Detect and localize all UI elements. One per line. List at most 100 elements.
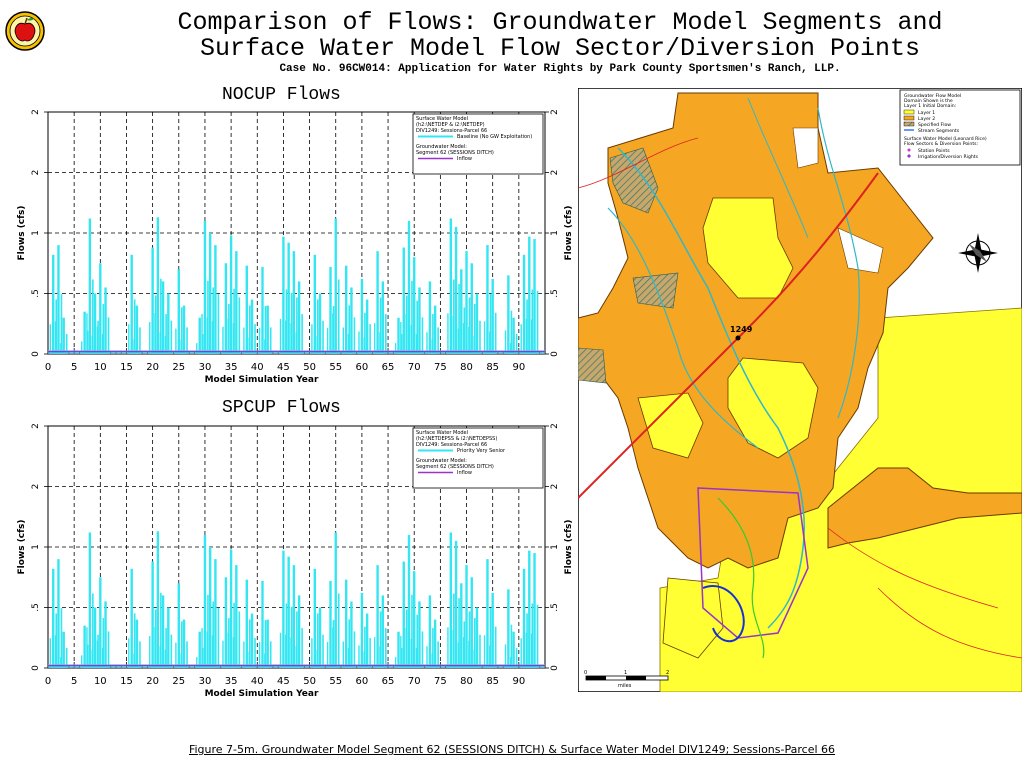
flow-bar [224,263,228,354]
flow-bar-minor [415,648,418,668]
y-axis-label-right: Flows (cfs) [564,519,574,574]
flow-bar [203,534,207,668]
flow-bar-minor [206,317,208,354]
map-legend-layer1: Layer 1 [918,110,935,116]
flow-bar-minor [363,337,365,354]
flow-bar-minor [92,279,94,354]
map-legend-layer2: Layer 2 [918,116,935,122]
x-tick-label: 10 [94,676,107,687]
flow-bar [88,532,92,668]
map-legend-sw-line2: Flow Sectors & Diversion Points: [904,141,979,147]
flow-bar-minor [186,327,188,354]
flow-bar [93,607,97,668]
diversion-point-label: 1249 [730,325,753,334]
layer1-island-west [637,392,704,459]
x-tick-label: 70 [408,362,421,373]
map-legend-line3: Layer 1 Initial Domain: [904,103,957,109]
road-south [827,527,999,609]
flow-bar-minor [410,324,413,354]
flow-bar [62,317,65,354]
flow-bar-minor [447,313,449,354]
flow-bar [88,218,92,354]
flow-bar-minor [332,313,334,354]
x-tick-label: 0 [45,362,51,373]
flow-bar [235,251,238,354]
x-tick-label: 40 [251,676,264,687]
flow-bar-minor [416,300,419,354]
flow-bar [104,601,107,668]
flow-bar-minor [54,321,57,354]
specified-flow-area-sw [578,347,607,384]
flow-bar-minor [363,651,365,668]
flow-bar-minor [316,335,318,354]
flow-bar [177,583,180,668]
flow-bar-minor [347,334,350,354]
flow-bar-minor [139,641,141,668]
flow-bar [261,580,264,668]
flow-bar [130,568,133,668]
flow-bar-minor [101,648,104,668]
map-legend-station-points: Station Points [918,148,950,154]
flow-bar [182,305,186,354]
flow-bar-minor [504,644,507,668]
y-tick-label-left: 2 [31,170,41,176]
flow-bar [365,299,369,354]
flow-bar-minor [207,594,209,668]
flow-bar-minor [86,313,88,354]
flow-bar-minor [201,314,203,354]
chart-legend-text: Priority Very Senior [457,448,506,454]
flow-bar-minor [426,646,428,668]
flow-bar-minor [431,653,433,668]
flow-bar-minor [60,657,62,668]
flow-bar [433,305,437,354]
x-tick-label: 60 [356,676,369,687]
flow-bar-minor [91,335,93,354]
flow-bar-minor [536,604,539,668]
flow-bar-minor [102,304,105,354]
x-tick-label: 5 [71,676,77,687]
flow-bar [381,281,385,354]
flow-bar [418,601,421,668]
stream-west [607,207,759,449]
flow-bar-minor [49,324,52,354]
flow-bar-minor [437,641,439,668]
flow-bar-minor [520,324,522,354]
x-tick-label: 50 [303,676,316,687]
flow-bar [533,239,536,354]
flow-bar [491,278,494,354]
y-tick-label-left: .5 [31,289,41,298]
flow-bar [433,619,437,668]
flow-bar-minor [416,614,419,668]
flow-bar [282,550,285,668]
flow-bar-minor [458,598,460,668]
chart-legend-box [412,113,544,175]
flow-bar-minor [462,323,465,354]
x-tick-label: 65 [382,676,395,687]
flow-bar-minor [201,628,203,668]
flow-bar [151,247,154,354]
x-tick-label: 90 [512,676,525,687]
flow-bar-minor [489,331,491,354]
x-tick-label: 30 [199,676,212,687]
chart-legend-text: (h2:\NETDEPSS & i2:\NETDEPSS) [416,436,497,442]
flow-bar-minor [447,627,449,668]
flow-bar-minor [128,638,130,668]
flow-bar-minor [269,327,272,354]
flow-bar-minor [86,627,88,668]
flow-bar-minor [248,651,250,668]
x-tick-label: 40 [251,362,264,373]
flow-bar-minor [515,648,518,668]
flow-bar-minor [92,593,94,668]
flow-bar [313,568,317,668]
flow-bar-minor [81,341,83,354]
x-tick-label: 15 [120,676,133,687]
flow-bar [135,305,139,354]
flow-bar-minor [164,335,167,354]
flow-bar-minor [494,626,497,668]
flow-bar [135,619,139,668]
x-tick-label: 70 [408,676,421,687]
flow-bar [287,242,290,354]
flow-bar-minor [290,323,292,354]
flow-bar [465,251,468,354]
flow-bar-minor [243,641,245,668]
